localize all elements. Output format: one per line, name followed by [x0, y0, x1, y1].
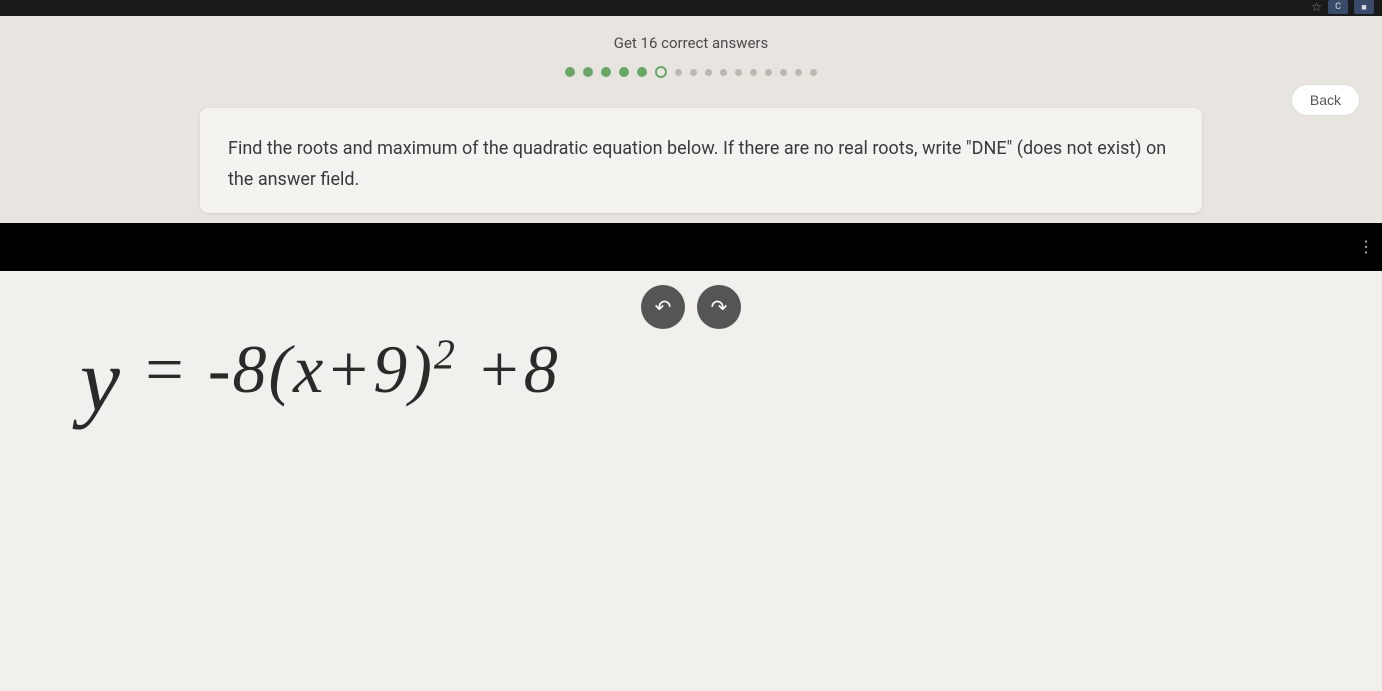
progress-dot-empty: [765, 69, 772, 76]
progress-dot-empty: [735, 69, 742, 76]
question-text: Find the roots and maximum of the quadra…: [228, 134, 1174, 195]
progress-dot-empty: [720, 69, 727, 76]
redo-button[interactable]: ↷: [697, 285, 741, 329]
undo-button[interactable]: ↶: [641, 285, 685, 329]
toolbar-divider: ⋮: [0, 223, 1382, 271]
progress-dot-empty: [795, 69, 802, 76]
progress-dot-completed: [583, 67, 593, 77]
progress-dot-empty: [705, 69, 712, 76]
quiz-header: Get 16 correct answers Back Find the roo…: [0, 16, 1382, 223]
progress-dot-empty: [690, 69, 697, 76]
extension-icon-1[interactable]: C: [1328, 0, 1348, 14]
drawing-canvas[interactable]: ↶ ↷ y = -8(x+9)2 +8: [0, 271, 1382, 691]
progress-dot-empty: [810, 69, 817, 76]
progress-dot-completed: [565, 67, 575, 77]
undo-icon: ↶: [655, 295, 672, 320]
extension-icon-2[interactable]: ■: [1354, 0, 1374, 14]
progress-dot-empty: [750, 69, 757, 76]
handwritten-equation: y = -8(x+9)2 +8: [80, 311, 560, 414]
bookmark-star-icon[interactable]: ☆: [1311, 0, 1322, 14]
back-button[interactable]: Back: [1291, 84, 1360, 116]
more-options-icon[interactable]: ⋮: [1358, 237, 1374, 256]
extension-icons: C ■: [1328, 0, 1374, 14]
progress-dot-completed: [637, 67, 647, 77]
progress-dot-completed: [601, 67, 611, 77]
progress-dot-empty: [675, 69, 682, 76]
question-card: Find the roots and maximum of the quadra…: [200, 108, 1202, 213]
goal-text: Get 16 correct answers: [0, 34, 1382, 52]
redo-icon: ↷: [711, 295, 728, 320]
browser-chrome: ☆ C ■: [0, 0, 1382, 16]
progress-dot-completed: [619, 67, 629, 77]
progress-dot-empty: [780, 69, 787, 76]
progress-indicator: [0, 66, 1382, 78]
progress-dot-current: [655, 66, 667, 78]
undo-redo-controls: ↶ ↷: [641, 285, 741, 329]
